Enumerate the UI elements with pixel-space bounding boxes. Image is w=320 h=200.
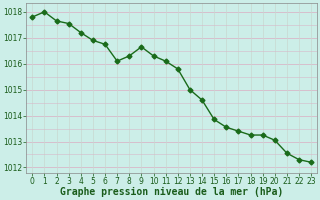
X-axis label: Graphe pression niveau de la mer (hPa): Graphe pression niveau de la mer (hPa): [60, 187, 283, 197]
